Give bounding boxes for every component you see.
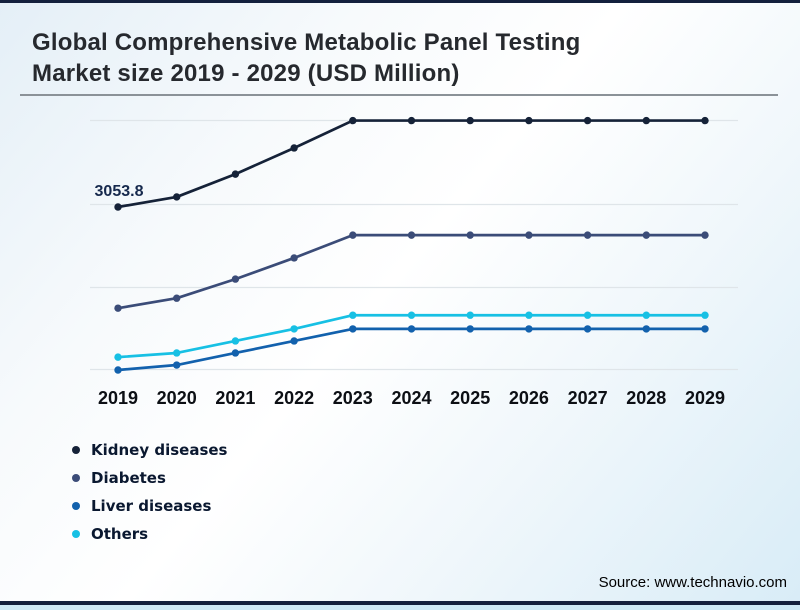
data-point [349, 231, 357, 239]
data-point [466, 311, 474, 319]
x-tick-label: 2029 [685, 388, 725, 408]
x-tick-label: 2023 [333, 388, 373, 408]
data-point [407, 116, 416, 125]
data-point [173, 294, 181, 302]
data-point [583, 231, 592, 239]
bottom-border [0, 601, 800, 605]
top-border [0, 0, 800, 3]
x-tick-label: 2028 [626, 388, 666, 408]
data-point [407, 311, 416, 319]
series-line [117, 119, 705, 209]
legend-label: Kidney diseases [91, 441, 228, 459]
data-point [290, 144, 298, 152]
x-tick-label: 2021 [215, 388, 255, 408]
legend-marker-icon [72, 530, 80, 538]
x-tick-label: 2025 [450, 388, 490, 408]
data-point-label: 3053.8 [95, 183, 144, 200]
legend-item: Kidney diseases [72, 436, 228, 464]
x-tick-label: 2027 [568, 388, 608, 408]
series-kidney-diseases [114, 116, 709, 211]
data-point [173, 349, 181, 357]
data-point [349, 325, 357, 333]
x-tick-label: 2026 [509, 388, 549, 408]
data-point [583, 325, 592, 333]
data-point [466, 325, 474, 333]
page-title: Global Comprehensive Metabolic Panel Tes… [32, 27, 712, 89]
data-point [114, 203, 122, 211]
bottom-strip [0, 605, 800, 610]
data-point [349, 116, 357, 125]
x-tick-label: 2022 [274, 388, 314, 408]
data-point [701, 311, 709, 319]
legend-label: Liver diseases [91, 497, 212, 515]
series-liver-diseases [114, 325, 709, 374]
series-diabetes [114, 231, 709, 312]
data-point [114, 366, 122, 374]
data-point [701, 325, 709, 333]
data-point [525, 231, 533, 239]
x-tick-label: 2020 [157, 388, 197, 408]
data-point [466, 116, 474, 125]
data-point [349, 311, 357, 319]
legend-marker-icon [72, 446, 80, 454]
x-tick-label: 2019 [98, 388, 138, 408]
legend-marker-icon [72, 474, 80, 482]
data-point [583, 311, 592, 319]
data-point [290, 254, 298, 262]
data-point [642, 231, 650, 239]
data-point [701, 231, 709, 239]
data-point [642, 325, 650, 333]
data-point [231, 337, 240, 345]
title-underline [20, 94, 778, 96]
data-point [525, 116, 533, 125]
data-point [290, 337, 298, 345]
data-point [642, 311, 650, 319]
data-point [466, 231, 474, 239]
page-title-line2: Market size 2019 - 2029 (USD Million) [32, 60, 460, 87]
data-point [231, 170, 240, 178]
data-point [114, 304, 122, 312]
data-point [642, 116, 650, 125]
data-point [231, 275, 240, 283]
chart-gridlines [90, 119, 738, 371]
data-point [114, 353, 122, 361]
series-line [117, 327, 705, 372]
data-point [525, 311, 533, 319]
data-point [701, 116, 709, 125]
source-text: Source: www.technavio.com [598, 574, 787, 591]
data-point [173, 361, 181, 369]
page-title-line1: Global Comprehensive Metabolic Panel Tes… [32, 29, 581, 56]
series-line [117, 233, 705, 310]
series-line [117, 313, 705, 359]
x-axis-labels: 2019 2020 2021 2022 2023 2024 2025 2026 2027 2028… [98, 388, 725, 408]
legend-item: Others [72, 520, 228, 548]
x-tick-label: 2024 [391, 388, 431, 408]
data-point [583, 116, 592, 125]
chart-data-labels: 3053.8 [95, 183, 144, 200]
legend-item: Diabetes [72, 464, 228, 492]
legend-marker-icon [72, 502, 80, 510]
data-point [407, 325, 416, 333]
data-point [173, 193, 181, 201]
legend: Kidney diseases Diabetes Liver diseases Oth… [72, 436, 228, 548]
data-point [231, 349, 240, 357]
series-others [114, 311, 709, 361]
data-point [407, 231, 416, 239]
data-point [290, 325, 298, 333]
legend-item: Liver diseases [72, 492, 228, 520]
legend-label: Others [91, 525, 149, 543]
data-point [525, 325, 533, 333]
chart-series [114, 116, 709, 374]
legend-label: Diabetes [91, 469, 166, 487]
